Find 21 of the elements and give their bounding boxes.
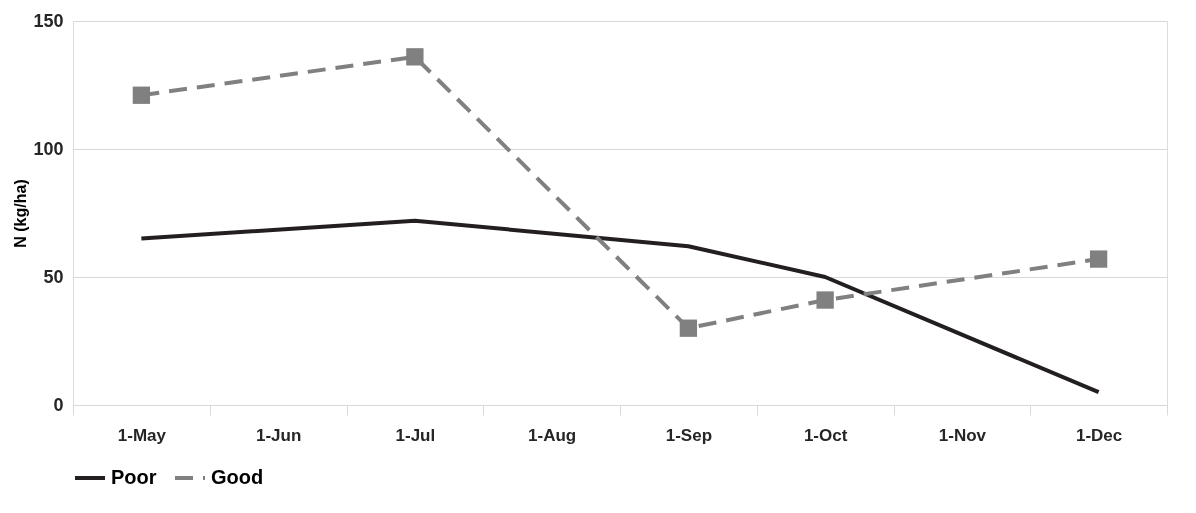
x-tick-label: 1-Oct [803, 425, 848, 445]
y-tick-label: 100 [33, 138, 64, 159]
x-tick-label: 1-Jul [395, 425, 436, 445]
point [132, 86, 151, 104]
legend-label: Good [211, 466, 264, 488]
y-tick-label: 0 [53, 394, 64, 415]
y-tick-label: 50 [43, 266, 64, 287]
x-tick-label: 1-Nov [938, 425, 987, 445]
line-series [139, 218, 1101, 395]
point [1089, 250, 1108, 268]
x-tick-label: 1-Dec [1075, 425, 1123, 445]
x-tick-label: 1-Jun [255, 425, 302, 445]
point [816, 291, 834, 309]
x-tick-label: 1-Aug [528, 425, 577, 445]
point [406, 48, 424, 66]
x-tick-label: 1-Sep [665, 425, 713, 445]
point [679, 319, 698, 337]
y-axis-title: N (kg/ha) [12, 179, 30, 248]
x-tick-label: 1-May [117, 425, 167, 445]
legend-label: Poor [111, 466, 157, 488]
y-tick-label: 150 [33, 10, 64, 31]
